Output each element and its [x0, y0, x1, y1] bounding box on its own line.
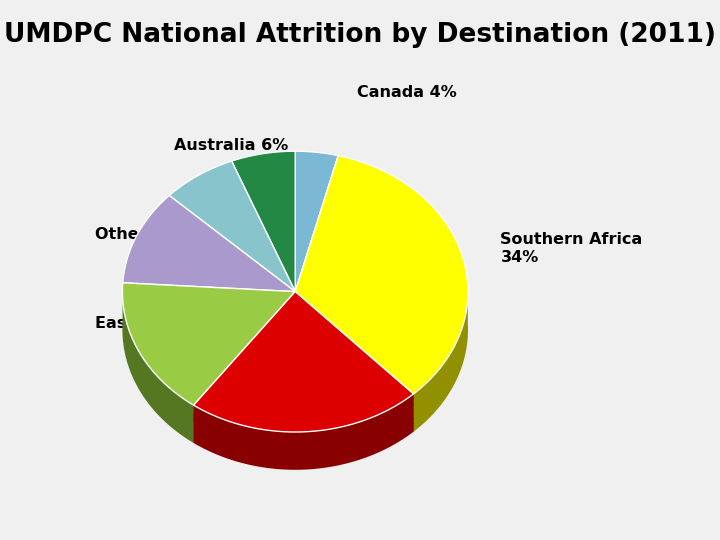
Polygon shape	[194, 292, 295, 443]
Polygon shape	[232, 151, 295, 292]
Polygon shape	[295, 156, 468, 394]
Polygon shape	[295, 292, 413, 432]
Text: East Africa 11%: East Africa 11%	[95, 316, 237, 332]
Text: Unspecified
16%: Unspecified 16%	[180, 410, 287, 443]
Text: Southern Africa
34%: Southern Africa 34%	[500, 232, 643, 265]
Polygon shape	[122, 195, 295, 292]
Polygon shape	[194, 292, 295, 443]
Polygon shape	[194, 292, 413, 432]
Polygon shape	[122, 283, 295, 405]
Text: Canada 4%: Canada 4%	[357, 85, 457, 100]
Polygon shape	[122, 286, 194, 443]
Text: Europe
22%: Europe 22%	[379, 394, 443, 427]
Polygon shape	[169, 161, 295, 292]
Polygon shape	[194, 394, 413, 470]
Polygon shape	[295, 151, 338, 292]
Polygon shape	[413, 285, 468, 432]
Text: Australia 6%: Australia 6%	[174, 138, 288, 153]
Text: UMDPC National Attrition by Destination (2011): UMDPC National Attrition by Destination …	[4, 22, 716, 48]
Polygon shape	[295, 292, 413, 432]
Text: Others 7%: Others 7%	[95, 227, 189, 242]
